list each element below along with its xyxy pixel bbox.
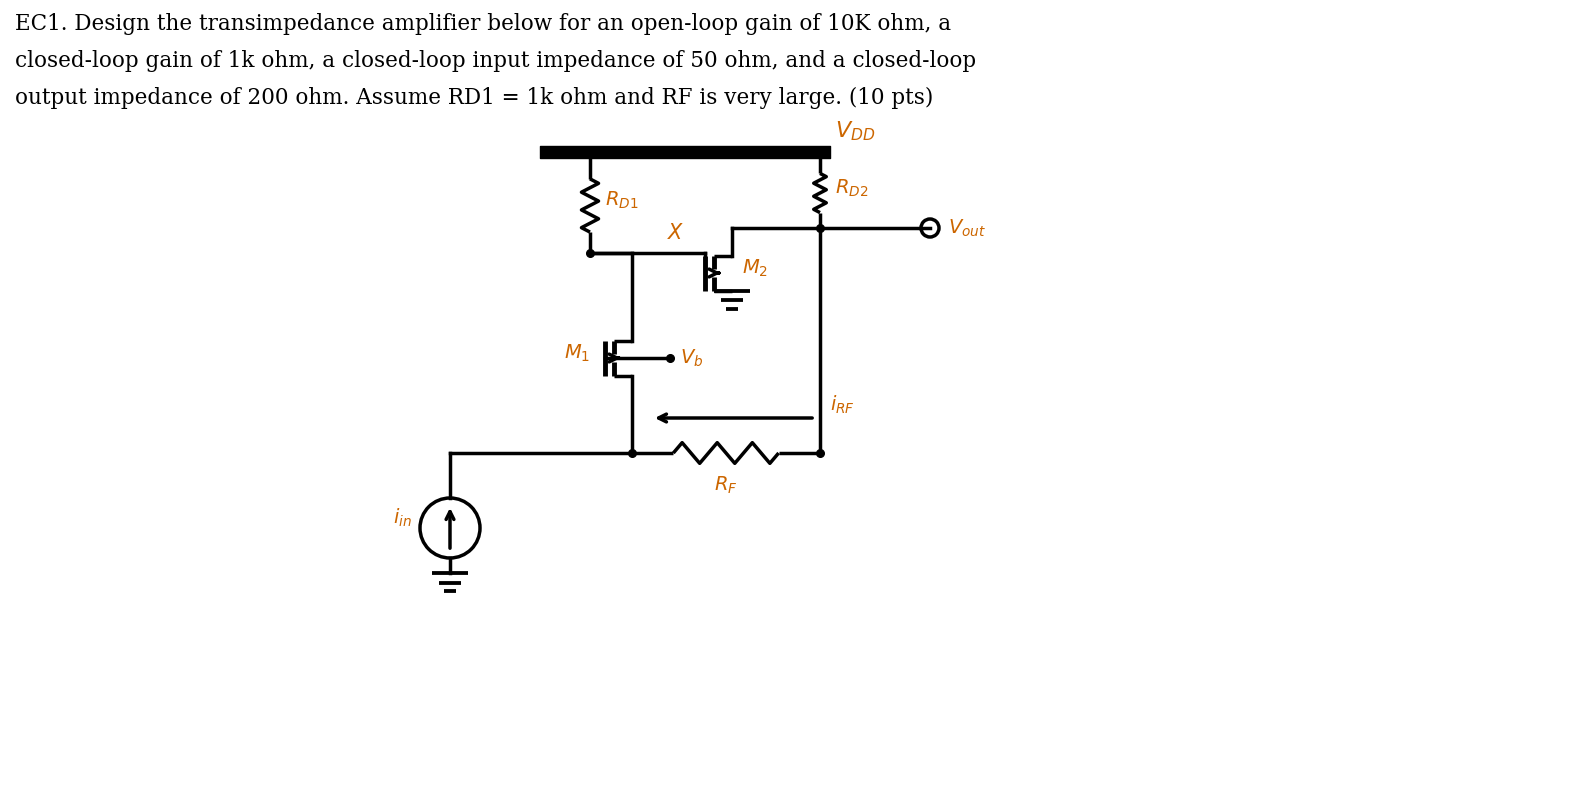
- Text: $i_{RF}$: $i_{RF}$: [831, 393, 856, 416]
- Text: $M_1$: $M_1$: [564, 342, 590, 364]
- Text: output impedance of 200 ohm. Assume RD1 = 1k ohm and RF is very large. (10 pts): output impedance of 200 ohm. Assume RD1 …: [16, 87, 934, 109]
- Text: $i_{in}$: $i_{in}$: [392, 507, 411, 529]
- Text: $M_2$: $M_2$: [743, 257, 768, 279]
- Text: $V_{DD}$: $V_{DD}$: [835, 120, 876, 143]
- Text: $X$: $X$: [667, 223, 685, 243]
- Text: $R_{D2}$: $R_{D2}$: [835, 177, 868, 199]
- Text: $R_{D1}$: $R_{D1}$: [604, 190, 639, 211]
- Text: closed-loop gain of 1k ohm, a closed-loop input impedance of 50 ohm, and a close: closed-loop gain of 1k ohm, a closed-loo…: [16, 50, 977, 72]
- Text: $R_F$: $R_F$: [714, 475, 738, 496]
- Text: $V_{out}$: $V_{out}$: [948, 217, 986, 239]
- Text: EC1. Design the transimpedance amplifier below for an open-loop gain of 10K ohm,: EC1. Design the transimpedance amplifier…: [16, 13, 951, 35]
- Text: $V_b$: $V_b$: [680, 347, 703, 369]
